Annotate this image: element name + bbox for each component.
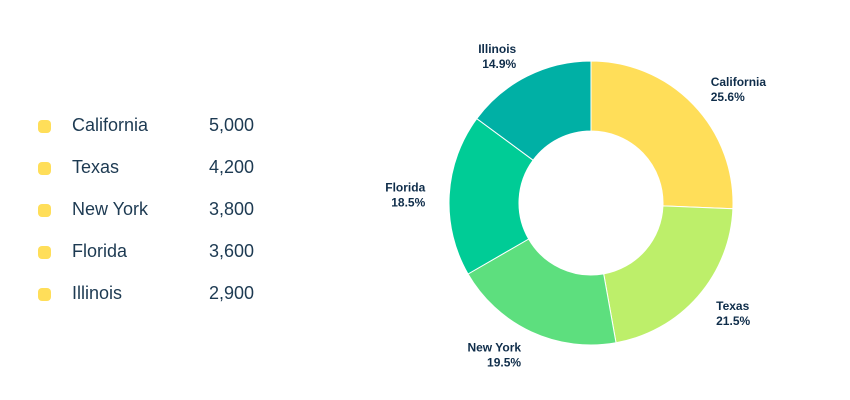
legend-item: Texas 4,200 bbox=[36, 154, 276, 196]
pie-slice-new-york bbox=[467, 238, 617, 346]
slice-label: Texas 21.5% bbox=[716, 299, 750, 328]
legend-dot bbox=[38, 120, 51, 133]
legend-item: Florida 3,600 bbox=[36, 238, 276, 280]
legend-dot bbox=[38, 162, 51, 175]
pie-slice-texas bbox=[603, 205, 734, 344]
legend-item: California 5,000 bbox=[36, 112, 276, 154]
legend-value: 3,800 bbox=[208, 199, 254, 219]
legend-label: Florida bbox=[72, 241, 128, 261]
slice-label-percent: 25.6% bbox=[711, 90, 745, 104]
slice-label-percent: 14.9% bbox=[482, 57, 516, 71]
pie-slice-california bbox=[590, 60, 734, 210]
legend-value: 2,900 bbox=[208, 283, 254, 303]
slice-label-percent: 18.5% bbox=[391, 196, 425, 210]
slice-label: California 25.6% bbox=[711, 75, 767, 104]
slice-label: Illinois 14.9% bbox=[478, 42, 516, 71]
slice-label-name: Florida bbox=[385, 181, 425, 195]
slice-label-name: Texas bbox=[716, 299, 749, 313]
slice-label-name: Illinois bbox=[478, 42, 516, 56]
slice-label-percent: 21.5% bbox=[716, 314, 750, 328]
slice-label-name: California bbox=[711, 75, 767, 89]
legend-item: New York 3,800 bbox=[36, 196, 276, 238]
pie-slice-illinois bbox=[476, 60, 592, 161]
legend-label: Illinois bbox=[72, 283, 123, 303]
legend-label: Texas bbox=[72, 157, 120, 177]
slice-label-percent: 19.5% bbox=[487, 356, 521, 370]
legend-label: California bbox=[72, 115, 149, 135]
legend-dot bbox=[38, 246, 51, 259]
pie-slice-florida bbox=[448, 117, 534, 275]
legend-dot bbox=[38, 288, 51, 301]
legend-item: Illinois 2,900 bbox=[36, 280, 276, 322]
slice-label: Florida 18.5% bbox=[385, 181, 425, 210]
legend-label: New York bbox=[72, 199, 149, 219]
slice-label: New York 19.5% bbox=[467, 341, 521, 370]
legend-value: 3,600 bbox=[208, 241, 254, 261]
legend-value: 4,200 bbox=[208, 157, 254, 177]
chart-legend: California 5,000 Texas 4,200 New York 3,800 Fl… bbox=[36, 112, 276, 322]
legend-value: 5,000 bbox=[208, 115, 254, 135]
slice-label-name: New York bbox=[467, 341, 521, 355]
legend-dot bbox=[38, 204, 51, 217]
